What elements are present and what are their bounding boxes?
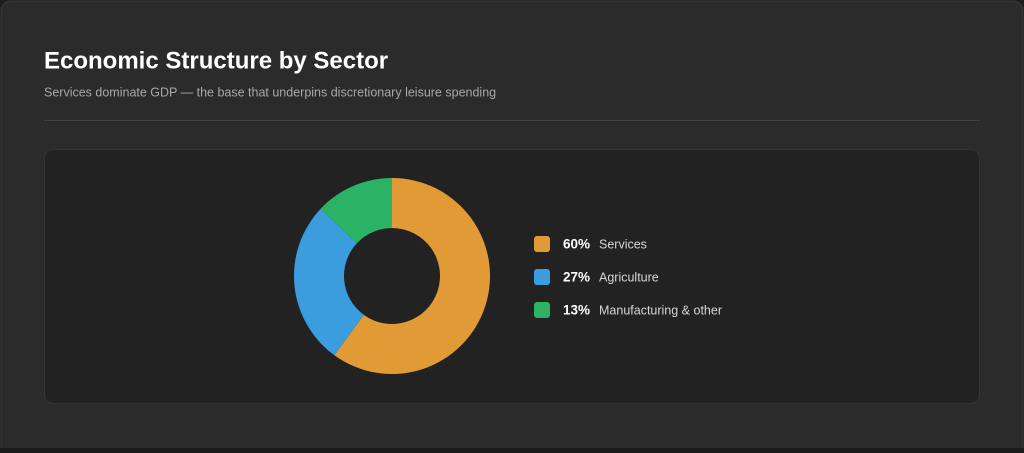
legend-swatch <box>534 236 550 252</box>
legend-label: Manufacturing & other <box>599 303 722 317</box>
legend-swatch <box>534 269 550 285</box>
chart-subtitle: Services dominate GDP — the base that un… <box>44 85 496 99</box>
plot: 60% Services 27% Agriculture 13% Manufacturin… <box>294 178 722 374</box>
chart-title: Economic Structure by Sector <box>44 47 388 74</box>
donut-slice <box>294 208 364 356</box>
legend-swatch <box>534 302 550 318</box>
legend-label: Services <box>599 237 647 251</box>
donut-slice <box>334 178 491 374</box>
legend-value: 27% <box>563 270 590 285</box>
legend-label: Agriculture <box>599 270 659 284</box>
donut-slice <box>320 178 392 244</box>
legend-value: 60% <box>563 237 590 252</box>
chart-panel <box>44 149 980 404</box>
legend-value: 13% <box>563 303 590 318</box>
